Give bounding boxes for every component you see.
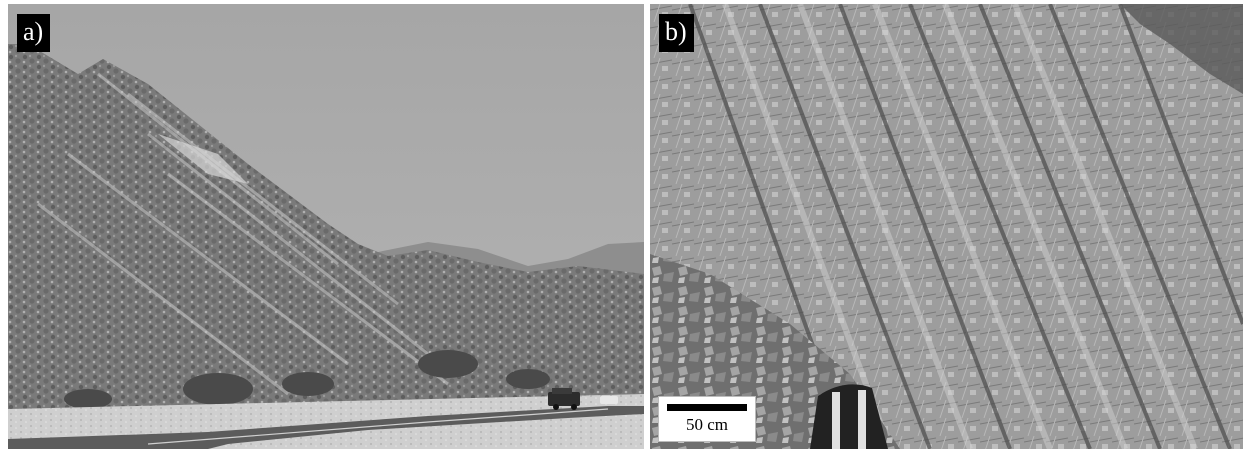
scale-bar-text: 50 cm — [685, 415, 729, 434]
photo-panel-b: b) 50 cm — [650, 4, 1243, 449]
road — [8, 406, 644, 449]
bedding-planes — [688, 4, 1243, 449]
mountain-slope — [8, 44, 644, 414]
distant-vehicle — [600, 396, 618, 404]
rock-outcrop-photo — [650, 4, 1243, 449]
photo-panel-a: a) — [8, 4, 644, 449]
hillside-photo — [8, 4, 644, 449]
pale-outcrop — [158, 134, 248, 184]
road-line — [147, 408, 609, 445]
panel-label-b: b) — [659, 14, 694, 52]
pale-beds — [722, 4, 1198, 449]
bushes — [64, 350, 550, 409]
scale-bar-line — [667, 404, 747, 411]
panel-label-a: a) — [17, 14, 51, 52]
backpack — [810, 384, 888, 449]
vehicle — [548, 388, 580, 410]
scale-bar: 50 cm — [658, 396, 756, 442]
roots-vegetation — [1120, 4, 1243, 94]
